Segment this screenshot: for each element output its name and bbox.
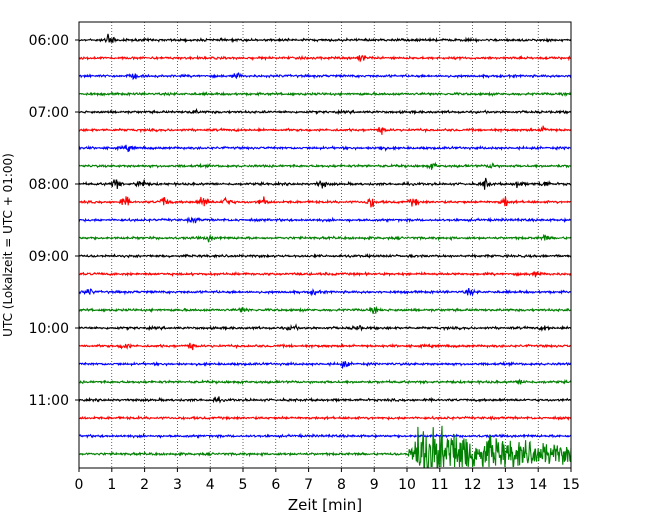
seismogram-trace	[78, 144, 572, 153]
y-tick-label: 11:00	[29, 393, 69, 409]
x-tick-label: 7	[304, 477, 313, 493]
seismogram-trace	[78, 161, 572, 170]
y-tick-label: 07:00	[29, 105, 69, 121]
x-axis: 0 1 2 3 4 5 6 7 8 9 10 11 12 13 14 15	[75, 468, 580, 493]
seismogram-trace	[78, 270, 572, 278]
seismogram-trace	[78, 360, 572, 370]
seismogram-trace	[78, 378, 572, 386]
x-tick-label: 0	[75, 477, 84, 493]
y-axis-label: UTC (Lokalzeit = UTC + 01:00)	[1, 153, 15, 337]
plot-frame	[78, 21, 572, 469]
x-tick-label: 10	[398, 477, 416, 493]
traces-group	[78, 33, 572, 468]
seismogram-trace	[78, 107, 572, 116]
x-tick-label: 4	[206, 477, 215, 493]
seismogram-trace	[78, 54, 572, 63]
seismogram-trace	[78, 90, 572, 98]
seismogram-trace	[78, 196, 572, 208]
seismogram-trace	[78, 125, 572, 135]
seismogram-trace	[78, 287, 572, 297]
x-tick-label: 6	[271, 477, 280, 493]
x-tick-label: 8	[337, 477, 346, 493]
y-tick-label: 06:00	[29, 33, 69, 49]
x-tick-label: 1	[107, 477, 116, 493]
seismogram-trace	[78, 415, 572, 422]
x-axis-label: Zeit [min]	[288, 496, 362, 514]
seismogram-trace	[78, 396, 572, 404]
x-tick-label: 15	[562, 477, 580, 493]
x-tick-label: 14	[529, 477, 547, 493]
seismogram-trace	[78, 253, 572, 259]
x-tick-label: 12	[464, 477, 482, 493]
y-tick-label: 08:00	[29, 177, 69, 193]
x-tick-label: 5	[239, 477, 248, 493]
seismogram-trace	[78, 72, 572, 81]
seismogram-trace	[78, 323, 572, 332]
y-tick-label: 10:00	[29, 321, 69, 337]
x-tick-label: 13	[496, 477, 514, 493]
x-tick-label: 11	[431, 477, 449, 493]
x-tick-label: 9	[370, 477, 379, 493]
y-tick-label: 09:00	[29, 249, 69, 265]
seismogram-trace	[78, 432, 572, 439]
x-tick-label: 3	[173, 477, 182, 493]
x-tick-label: 2	[140, 477, 149, 493]
grid-lines	[111, 22, 539, 468]
seismogram-trace	[78, 233, 572, 243]
seismogram-trace	[78, 342, 572, 351]
seismogram-trace	[78, 425, 572, 468]
seismogram-trace	[78, 177, 572, 190]
y-axis: 06:00 07:00 08:00 09:00 10:00 11:00	[29, 33, 79, 409]
seismogram-trace	[78, 216, 572, 224]
seismogram-trace	[78, 33, 572, 44]
seismogram-trace	[78, 305, 572, 314]
